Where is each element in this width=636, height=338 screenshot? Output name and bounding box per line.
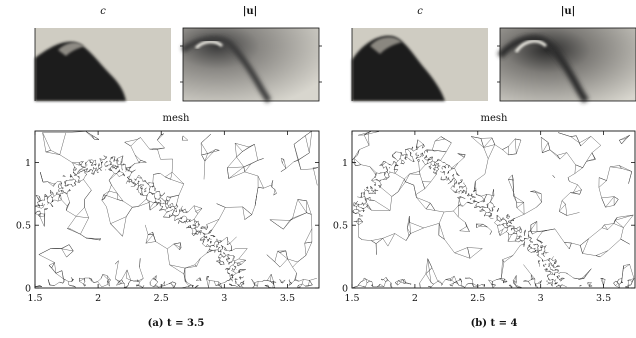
panel-a-axes: 1.5 2 2.5 3 3.5 0 0.5 1 — [16, 131, 319, 304]
y-tick-label: 1 — [25, 158, 31, 169]
panel-b: c |u| mesh 1.5 2 2.5 3 3.5 0 0.5 1 (b) t = 4 — [333, 6, 636, 329]
panel-b-u-title: |u| — [561, 6, 576, 17]
panel-b-mesh-lines — [351, 130, 635, 289]
x-tick-label: 3 — [221, 293, 227, 304]
x-tick-label: 2 — [95, 293, 101, 304]
x-tick-label: 2.5 — [154, 293, 169, 304]
mesh-edges — [351, 130, 635, 289]
panel-a-c-title: c — [100, 6, 106, 17]
panel-a-caption: (a) t = 3.5 — [148, 318, 205, 329]
panel-b-mesh-title: mesh — [481, 113, 509, 124]
panel-b-caption: (b) t = 4 — [471, 318, 518, 329]
panel-a-concentration-field — [34, 28, 171, 101]
panel-a-mesh: 1.5 2 2.5 3 3.5 0 0.5 1 — [16, 130, 320, 304]
panel-b-concentration-field — [351, 28, 488, 101]
x-tick-label: 2 — [412, 293, 418, 304]
y-tick-label: 0.5 — [333, 221, 348, 232]
panel-a-mesh-title: mesh — [163, 113, 191, 124]
mesh-edges — [35, 130, 318, 288]
panel-a: c |u| mesh 1.5 2 2.5 3 3.5 0 0.5 1 — [16, 6, 322, 329]
y-tick-label: 0 — [25, 284, 31, 295]
panel-b-mesh: 1.5 2 2.5 3 3.5 0 0.5 1 — [333, 130, 636, 304]
y-tick-label: 0 — [342, 284, 348, 295]
panel-b-c-title: c — [417, 6, 423, 17]
panel-a-mesh-lines — [35, 130, 318, 288]
x-tick-label: 3 — [538, 293, 544, 304]
x-tick-label: 3.5 — [596, 293, 611, 304]
x-tick-label: 3.5 — [280, 293, 295, 304]
panel-b-velocity-field — [497, 27, 636, 103]
y-tick-label: 0.5 — [16, 221, 31, 232]
x-tick-label: 2.5 — [470, 293, 485, 304]
panel-b-axes: 1.5 2 2.5 3 3.5 0 0.5 1 — [333, 131, 635, 304]
y-tick-label: 1 — [342, 158, 348, 169]
panel-a-velocity-field — [180, 27, 322, 104]
x-tick-label: 1.5 — [344, 293, 359, 304]
panel-a-u-title: |u| — [243, 6, 258, 17]
x-tick-label: 1.5 — [27, 293, 42, 304]
